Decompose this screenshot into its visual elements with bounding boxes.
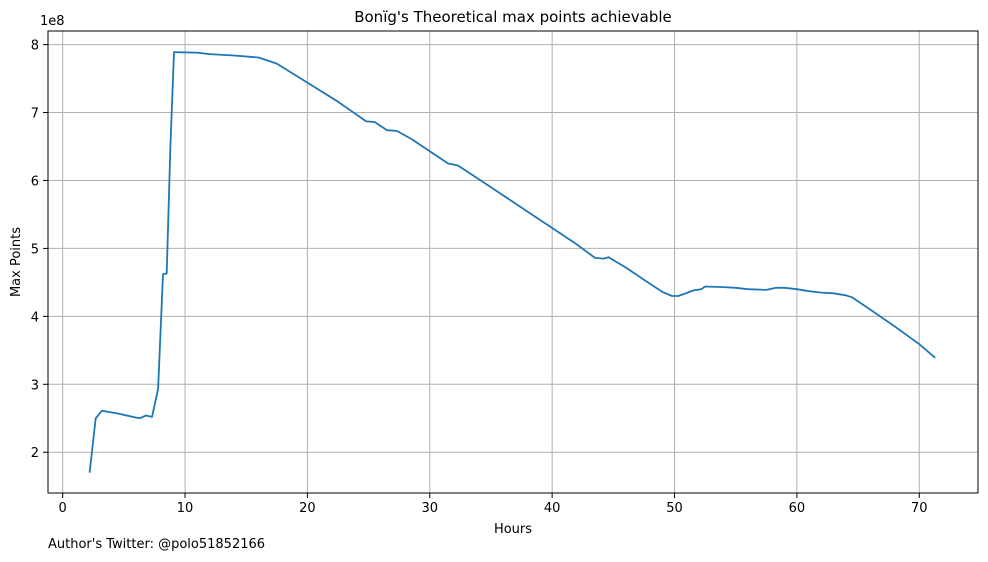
y-tick-label: 4 xyxy=(31,310,39,325)
x-tick-label: 20 xyxy=(299,501,316,516)
x-tick-label: 70 xyxy=(911,501,928,516)
x-tick-label: 0 xyxy=(59,501,67,516)
y-tick-label: 7 xyxy=(31,107,39,122)
y-tick-label: 6 xyxy=(31,174,39,189)
grid xyxy=(48,31,978,493)
y-tick-label: 8 xyxy=(31,39,39,54)
y-tick-label: 2 xyxy=(31,446,39,461)
y-tick-label: 5 xyxy=(31,242,39,257)
y-offset-label: 1e8 xyxy=(40,14,65,29)
series-layer xyxy=(88,51,936,473)
x-tick-label: 60 xyxy=(789,501,806,516)
chart-title: Bonïg's Theoretical max points achievabl… xyxy=(354,8,672,26)
series-line xyxy=(88,51,936,473)
x-axis-label: Hours xyxy=(494,522,532,537)
x-tick-label: 40 xyxy=(544,501,561,516)
x-tick-label: 50 xyxy=(666,501,683,516)
x-tick-label: 30 xyxy=(422,501,439,516)
x-tick-label: 10 xyxy=(177,501,194,516)
tick-layer: 0 10 20 30 40 50 60 70 2 3 4 5 6 7 8 xyxy=(31,39,928,516)
plot-frame xyxy=(47,30,979,494)
y-tick-label: 3 xyxy=(31,378,39,393)
author-footnote: Author's Twitter: @polo51852166 xyxy=(48,537,266,552)
y-axis-label: Max Points xyxy=(9,227,24,297)
